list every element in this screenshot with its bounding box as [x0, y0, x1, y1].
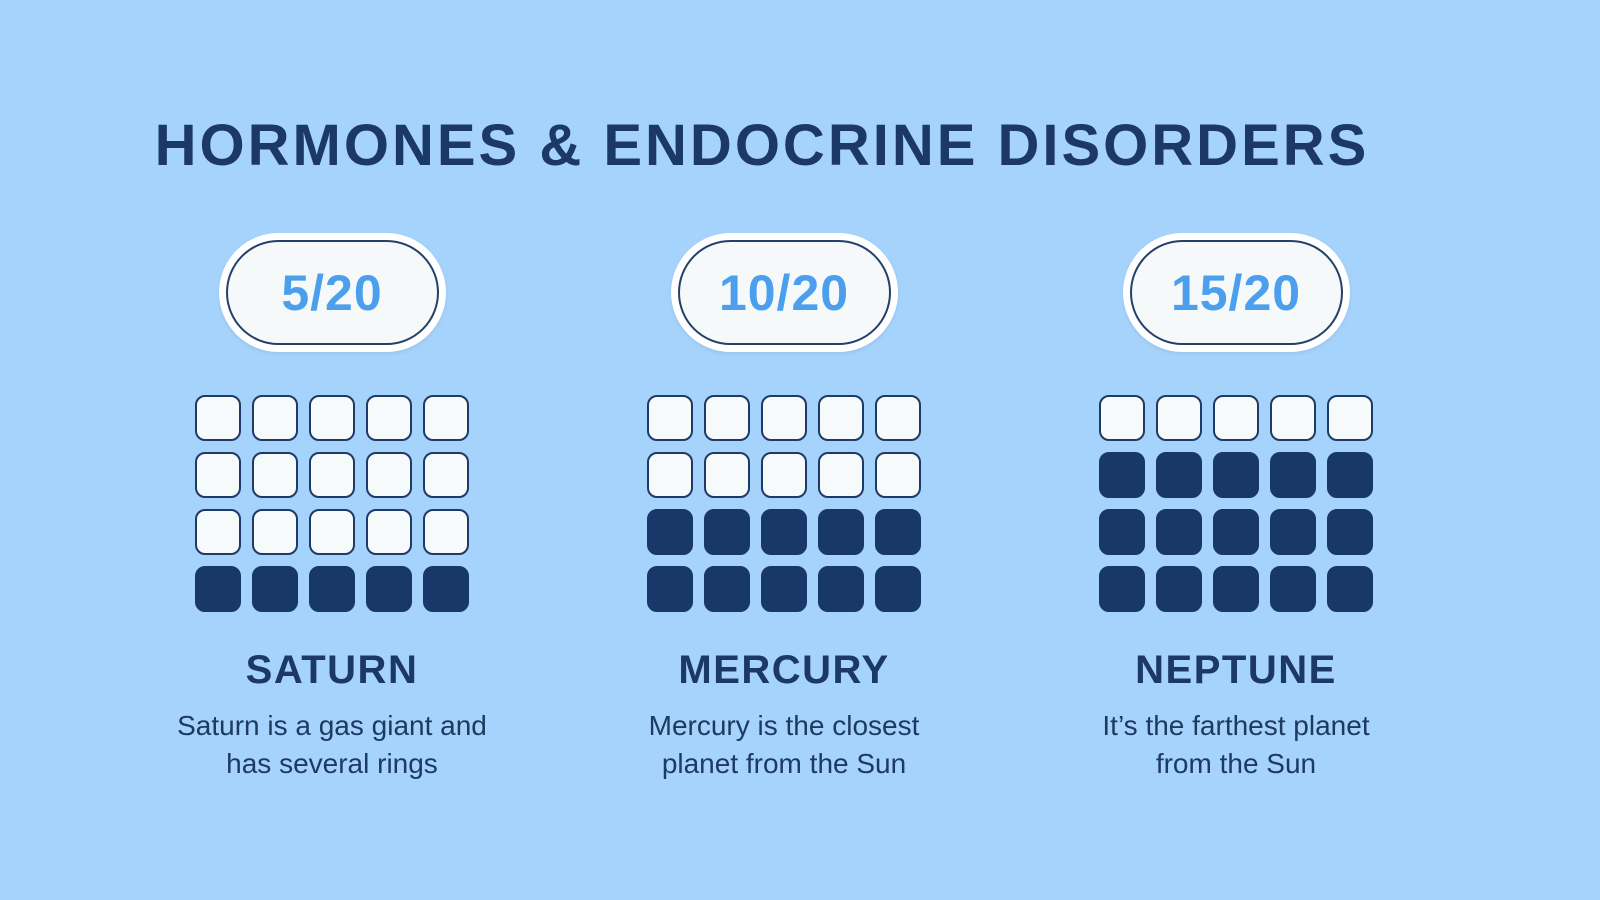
score-badge-inner: 10/20	[677, 240, 891, 345]
waffle-cell-filled	[1156, 566, 1202, 612]
waffle-cell-filled	[1099, 509, 1145, 555]
waffle-grid-mercury	[647, 395, 921, 612]
score-value: 5/20	[281, 264, 383, 321]
waffle-cell-filled	[1213, 509, 1259, 555]
waffle-cell-empty	[818, 395, 864, 441]
waffle-cell-empty	[252, 452, 298, 498]
score-badge-neptune: 15/20	[1122, 233, 1350, 352]
waffle-cell-filled	[875, 566, 921, 612]
waffle-cell-filled	[309, 566, 355, 612]
waffle-cell-filled	[1270, 566, 1316, 612]
waffle-cell-filled	[647, 509, 693, 555]
waffle-cell-empty	[647, 452, 693, 498]
waffle-cell-empty	[1213, 395, 1259, 441]
score-badge-saturn: 5/20	[218, 233, 446, 352]
page-title: HORMONES & ENDOCRINE DISORDERS	[154, 113, 1370, 178]
waffle-cell-empty	[252, 395, 298, 441]
waffle-cell-filled	[818, 566, 864, 612]
waffle-cell-empty	[1327, 395, 1373, 441]
waffle-cell-filled	[1270, 452, 1316, 498]
waffle-cell-filled	[1327, 509, 1373, 555]
waffle-cell-filled	[1270, 509, 1316, 555]
score-badge-inner: 15/20	[1129, 240, 1343, 345]
column-neptune: 15/20 NEPTUNE It’s the farthest planet f…	[1010, 233, 1462, 783]
waffle-cell-filled	[1156, 452, 1202, 498]
waffle-cell-empty	[761, 395, 807, 441]
planet-name-neptune: NEPTUNE	[1135, 648, 1337, 692]
column-mercury: 10/20 MERCURY Mercury is the closest pla…	[558, 233, 1010, 783]
waffle-cell-empty	[366, 452, 412, 498]
score-value: 10/20	[718, 264, 850, 321]
waffle-cell-empty	[195, 395, 241, 441]
waffle-cell-empty	[195, 509, 241, 555]
waffle-grid-saturn	[195, 395, 469, 612]
waffle-cell-empty	[423, 395, 469, 441]
waffle-cell-empty	[647, 395, 693, 441]
waffle-cell-empty	[309, 452, 355, 498]
waffle-cell-filled	[195, 566, 241, 612]
waffle-cell-empty	[875, 452, 921, 498]
planet-description-neptune: It’s the farthest planet from the Sun	[1102, 710, 1370, 779]
waffle-cell-empty	[366, 509, 412, 555]
waffle-cell-filled	[1099, 452, 1145, 498]
score-value: 15/20	[1170, 264, 1302, 321]
waffle-cell-filled	[1327, 452, 1373, 498]
waffle-cell-empty	[704, 452, 750, 498]
waffle-cell-empty	[1156, 395, 1202, 441]
planet-name-saturn: SATURN	[245, 648, 419, 692]
waffle-cell-filled	[366, 566, 412, 612]
waffle-cell-filled	[423, 566, 469, 612]
waffle-cell-empty	[423, 452, 469, 498]
score-badge-mercury: 10/20	[670, 233, 898, 352]
waffle-cell-empty	[1099, 395, 1145, 441]
waffle-cell-empty	[704, 395, 750, 441]
column-saturn: 5/20 SATURN Saturn is a gas giant and ha…	[106, 233, 558, 783]
waffle-cell-filled	[1327, 566, 1373, 612]
waffle-cell-empty	[1270, 395, 1316, 441]
planet-description-saturn: Saturn is a gas giant and has several ri…	[177, 710, 487, 779]
waffle-cell-empty	[309, 509, 355, 555]
waffle-cell-filled	[761, 566, 807, 612]
waffle-grid-neptune	[1099, 395, 1373, 612]
waffle-cell-empty	[761, 452, 807, 498]
waffle-cell-empty	[252, 509, 298, 555]
waffle-cell-filled	[252, 566, 298, 612]
waffle-cell-filled	[818, 509, 864, 555]
waffle-cell-filled	[1156, 509, 1202, 555]
waffle-cell-empty	[818, 452, 864, 498]
waffle-cell-empty	[423, 509, 469, 555]
waffle-cell-empty	[875, 395, 921, 441]
planet-name-mercury: MERCURY	[678, 648, 890, 692]
score-badge-inner: 5/20	[225, 240, 439, 345]
waffle-cell-filled	[704, 509, 750, 555]
columns-row: 5/20 SATURN Saturn is a gas giant and ha…	[106, 233, 1462, 783]
waffle-cell-filled	[647, 566, 693, 612]
waffle-cell-filled	[1213, 566, 1259, 612]
waffle-cell-filled	[875, 509, 921, 555]
waffle-cell-filled	[761, 509, 807, 555]
planet-description-mercury: Mercury is the closest planet from the S…	[648, 710, 920, 779]
waffle-cell-filled	[1099, 566, 1145, 612]
waffle-cell-empty	[195, 452, 241, 498]
waffle-cell-empty	[309, 395, 355, 441]
waffle-cell-filled	[1213, 452, 1259, 498]
waffle-cell-filled	[704, 566, 750, 612]
waffle-cell-empty	[366, 395, 412, 441]
